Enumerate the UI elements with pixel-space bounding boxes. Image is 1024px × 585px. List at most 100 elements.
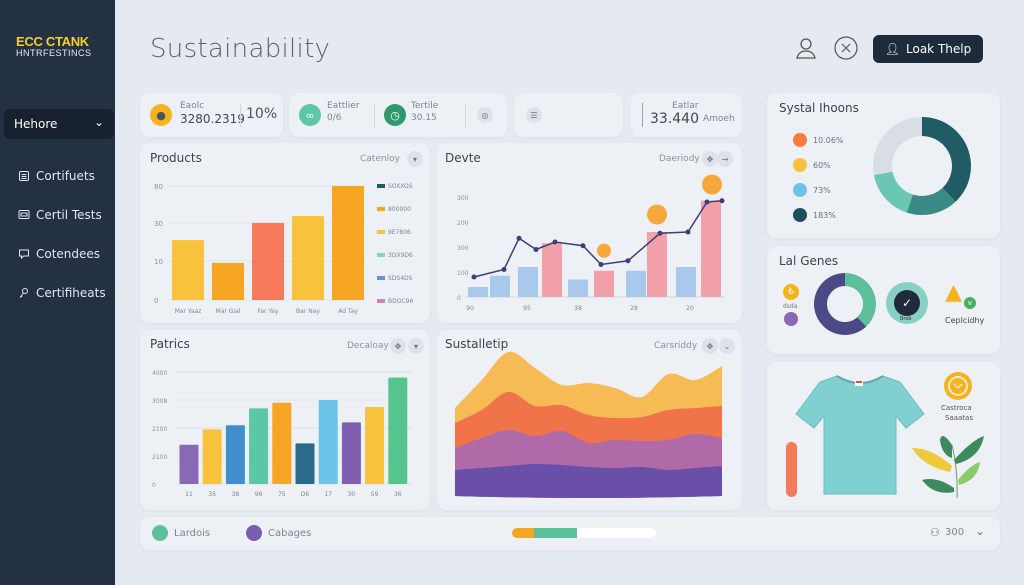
chevron-down-icon[interactable]: ▾ xyxy=(408,338,424,354)
x-tick-label: 38 xyxy=(574,305,582,312)
line-point xyxy=(625,258,631,264)
legend-label: 9E7806 xyxy=(388,229,411,236)
stat-label: Eatlar xyxy=(672,101,699,111)
bar xyxy=(365,407,385,484)
bar xyxy=(295,443,315,484)
systal-panel: Systal Ihoons 10.06% 60% 73% 183% xyxy=(767,93,1000,238)
donut-slice xyxy=(906,187,956,215)
leaf-icon xyxy=(912,436,984,499)
legend-swatch xyxy=(377,184,385,188)
help-button[interactable]: 👤︎ Loak Thelp xyxy=(873,35,983,63)
x-tick-label: 38 xyxy=(232,491,240,498)
user-icon[interactable] xyxy=(794,36,818,60)
logo-subtitle: HNTRFESTINCS xyxy=(16,48,92,58)
sidebar-item-cotendees[interactable]: Cotendees xyxy=(18,247,100,261)
legend-swatch xyxy=(246,525,262,541)
line-point xyxy=(501,267,507,272)
sidebar-item-certifiheats[interactable]: Certifiheats xyxy=(18,286,106,300)
x-tick-label: 17 xyxy=(324,491,332,498)
divider xyxy=(465,103,466,127)
legend-swatch xyxy=(793,208,807,222)
panel-title: Devte xyxy=(445,151,481,165)
stat-card-eatlar: Eatlar 33.440 Amoeh xyxy=(630,93,742,137)
legend-label: BDOC96 xyxy=(388,298,413,305)
y-tick-label: 300 xyxy=(457,195,469,202)
divider xyxy=(374,103,375,127)
check-icon: ✓ xyxy=(894,290,920,316)
products-panel: Products Catenloy ▾ 0 10 30 80 Mar Yaaz Mar G… xyxy=(140,143,430,323)
lal-genes-donut xyxy=(814,273,876,335)
x-tick-label: 96 xyxy=(255,491,263,498)
highlight-marker xyxy=(597,243,611,258)
menu-card: ☰ xyxy=(514,93,623,137)
period-selector[interactable]: Carsriddy xyxy=(654,341,698,351)
legend-swatch xyxy=(377,253,385,257)
legend-label: 60% xyxy=(813,161,831,170)
arrow-right-icon[interactable]: → xyxy=(717,151,733,167)
bar xyxy=(701,200,721,297)
y-tick-label: 0 xyxy=(152,482,156,489)
x-tick-label: 11 xyxy=(185,491,193,498)
devte-panel: Devte Daeriody ✥ → 0 100 300 200 300 90 95 38 28… xyxy=(437,143,742,323)
line-point xyxy=(533,247,539,252)
document-icon xyxy=(19,171,29,181)
sidebar-item-certil-tests[interactable]: Certil Tests xyxy=(18,208,102,222)
bar xyxy=(626,270,646,297)
y-tick-label: 200 xyxy=(457,220,469,227)
y-tick-label: 300 xyxy=(457,245,469,252)
close-circle-icon[interactable] xyxy=(834,36,858,60)
sidebar-item-label: Cortifuets xyxy=(36,169,95,183)
stat-value: 33.440 xyxy=(650,111,699,127)
label: Brob xyxy=(900,316,912,322)
y-tick-label: 10 xyxy=(154,258,163,266)
y-tick-label: 0 xyxy=(457,295,461,302)
period-selector[interactable]: Decaloay xyxy=(347,341,389,351)
legend-label: 800000 xyxy=(388,206,411,213)
stat-label: Tertile xyxy=(411,101,439,111)
stat-percent: 10% xyxy=(246,106,278,122)
stat-unit: Amoeh xyxy=(703,114,735,124)
bar xyxy=(388,377,408,484)
person-icon: ● xyxy=(150,104,172,126)
sidebar-item-cortifuets[interactable]: Cortifuets xyxy=(18,169,95,183)
settings-icon[interactable]: ◎ xyxy=(477,107,493,123)
purple-dot xyxy=(784,312,798,326)
sidebar-item-label: Certifiheats xyxy=(36,286,106,300)
expand-icon[interactable]: ✥ xyxy=(702,338,718,354)
bar xyxy=(468,287,488,297)
label: dsda xyxy=(783,303,798,310)
donut-slice xyxy=(814,273,867,335)
line-point xyxy=(685,229,691,235)
category-selector[interactable]: Catenloy xyxy=(360,154,400,164)
x-tick-label: 59 xyxy=(371,491,379,498)
legend-label: 183% xyxy=(813,211,836,220)
series-line xyxy=(473,200,723,278)
menu-icon[interactable]: ☰ xyxy=(526,107,542,123)
bar xyxy=(332,186,364,300)
patrics-panel: Patrics Decaloay ✥ ▾ 0 2100 2100 3008 4000 11… xyxy=(140,330,430,510)
expand-icon[interactable]: ✥ xyxy=(390,338,406,354)
legend-label: 10.06% xyxy=(813,136,844,145)
key-icon xyxy=(19,288,28,298)
stat-value: 0/6 xyxy=(327,113,342,123)
period-selector[interactable]: Daeriody xyxy=(659,154,700,164)
x-tick-label: D6 xyxy=(301,491,310,498)
chevron-down-icon[interactable]: ▾ xyxy=(407,151,423,167)
chevron-down-icon[interactable]: ⌄ xyxy=(975,524,986,538)
promo-panel: Castroca Saaatas xyxy=(767,362,1000,510)
stat-label: Eattlier xyxy=(327,101,360,111)
progress-pill xyxy=(786,442,797,497)
x-tick-label: Mar Yaaz xyxy=(175,308,202,315)
stat-value: 3280.2319 xyxy=(180,112,245,126)
stat-value: 30.15 xyxy=(411,113,437,123)
chevron-down-icon[interactable]: ⌄ xyxy=(719,338,735,354)
expand-icon[interactable]: ✥ xyxy=(702,151,718,167)
workspace-dropdown[interactable]: Hehore ⌄ xyxy=(4,109,114,139)
donut-slice xyxy=(873,117,922,176)
x-tick-label: 90 xyxy=(466,305,474,312)
legend-label: 73% xyxy=(813,186,831,195)
y-tick-label: 30 xyxy=(154,220,163,228)
x-tick-label: 75 xyxy=(278,491,286,498)
panel-title: Systal Ihoons xyxy=(779,101,859,115)
sidebar: ECC CTANK HNTRFESTINCS Hehore ⌄ Cortifuet… xyxy=(0,0,115,585)
